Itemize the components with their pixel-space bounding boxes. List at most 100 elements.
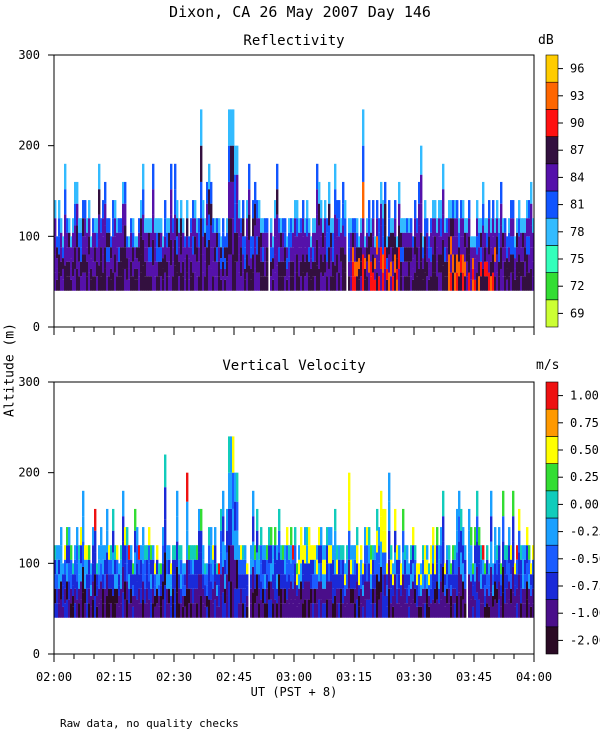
echo-cell: [198, 530, 201, 553]
echo-cell: [464, 603, 467, 618]
echo-cell: [500, 595, 503, 607]
echo-cell: [262, 247, 265, 262]
echo-cell: [76, 581, 79, 600]
echo-cell: [202, 588, 205, 604]
echo-cell: [62, 563, 65, 575]
echo-cell: [218, 585, 221, 596]
echo-cell: [362, 574, 365, 586]
echo-cell: [522, 232, 525, 248]
echo-cell: [324, 200, 327, 219]
echo-cell: [136, 247, 139, 259]
echo-cell: [416, 563, 419, 575]
echo-cell: [428, 595, 431, 607]
echo-cell: [236, 501, 239, 531]
echo-cell: [358, 236, 361, 248]
echo-cell: [262, 559, 265, 575]
echo-cell: [168, 261, 171, 277]
echo-cell: [318, 181, 321, 204]
echo-cell: [418, 268, 421, 291]
echo-cell: [166, 603, 169, 618]
echo-cell: [132, 606, 135, 618]
echo-cell: [72, 585, 75, 596]
echo-cell: [252, 541, 255, 567]
echo-cell: [444, 563, 447, 575]
echo-cell: [502, 566, 505, 593]
echo-cell: [128, 574, 131, 589]
echo-cell: [498, 527, 501, 546]
echo-cell: [362, 181, 365, 219]
figure-title: Dixon, CA 26 May 2007 Day 146: [169, 3, 431, 21]
echo-cell: [288, 247, 291, 262]
echo-cell: [478, 247, 481, 262]
echo-cell: [226, 261, 229, 277]
echo-cell: [396, 588, 399, 604]
echo-cell: [250, 279, 253, 291]
echo-cell: [276, 603, 279, 618]
echo-cell: [450, 606, 453, 618]
echo-cell: [192, 254, 195, 273]
echo-cell: [432, 581, 435, 600]
echo-cell: [218, 247, 221, 262]
echo-cell: [520, 247, 523, 262]
echo-cell: [56, 279, 59, 291]
echo-cell: [342, 181, 345, 204]
echo-cell: [86, 218, 89, 233]
echo-cell: [228, 545, 231, 582]
echo-cell: [90, 563, 93, 575]
echo-cell: [238, 218, 241, 237]
echo-cell: [500, 247, 503, 269]
echo-cell: [224, 258, 227, 269]
echo-cell: [164, 218, 167, 237]
echo-cell: [290, 276, 293, 291]
colorbar-label: 96: [570, 62, 584, 76]
echo-cell: [182, 585, 185, 596]
echo-cell: [294, 218, 297, 237]
echo-cell: [80, 581, 83, 600]
echo-cell: [476, 272, 479, 291]
echo-cell: [408, 261, 411, 277]
echo-cell: [228, 181, 231, 219]
echo-cell: [304, 276, 307, 291]
echo-cell: [372, 200, 375, 219]
echo-cell: [402, 595, 405, 618]
y-tick-label: 100: [18, 229, 40, 243]
echo-cell: [58, 545, 61, 560]
echo-cell: [212, 574, 215, 589]
echo-cell: [448, 559, 451, 575]
echo-cell: [430, 232, 433, 248]
echo-cell: [120, 574, 123, 589]
echo-cell: [326, 581, 329, 600]
echo-cell: [118, 218, 121, 233]
echo-cell: [300, 599, 303, 618]
echo-cell: [160, 261, 163, 277]
echo-cell: [308, 247, 311, 262]
echo-cell: [64, 588, 67, 604]
echo-cell: [508, 232, 511, 248]
echo-cell: [254, 545, 257, 560]
echo-cell: [378, 261, 381, 277]
echo-cell: [360, 218, 363, 233]
echo-cell: [216, 606, 219, 618]
echo-cell: [510, 545, 513, 560]
echo-cell: [406, 232, 409, 248]
echo-cell: [424, 236, 427, 255]
echo-cell: [282, 261, 285, 277]
echo-cell: [396, 279, 399, 291]
echo-cell: [242, 236, 245, 255]
echo-cell: [146, 261, 149, 277]
echo-cell: [310, 545, 313, 560]
echo-cell: [106, 247, 109, 262]
echo-cell: [266, 545, 269, 560]
echo-cell: [450, 574, 453, 586]
echo-cell: [378, 563, 381, 582]
echo-cell: [70, 588, 73, 604]
colorbar-label: -1.00: [570, 606, 600, 620]
echo-cell: [474, 247, 477, 259]
echo-cell: [254, 268, 257, 291]
echo-cell: [524, 545, 527, 560]
echo-cell: [100, 261, 103, 277]
echo-cell: [438, 254, 441, 273]
echo-cell: [298, 276, 301, 291]
echo-cell: [304, 261, 307, 277]
echo-cell: [210, 181, 213, 204]
